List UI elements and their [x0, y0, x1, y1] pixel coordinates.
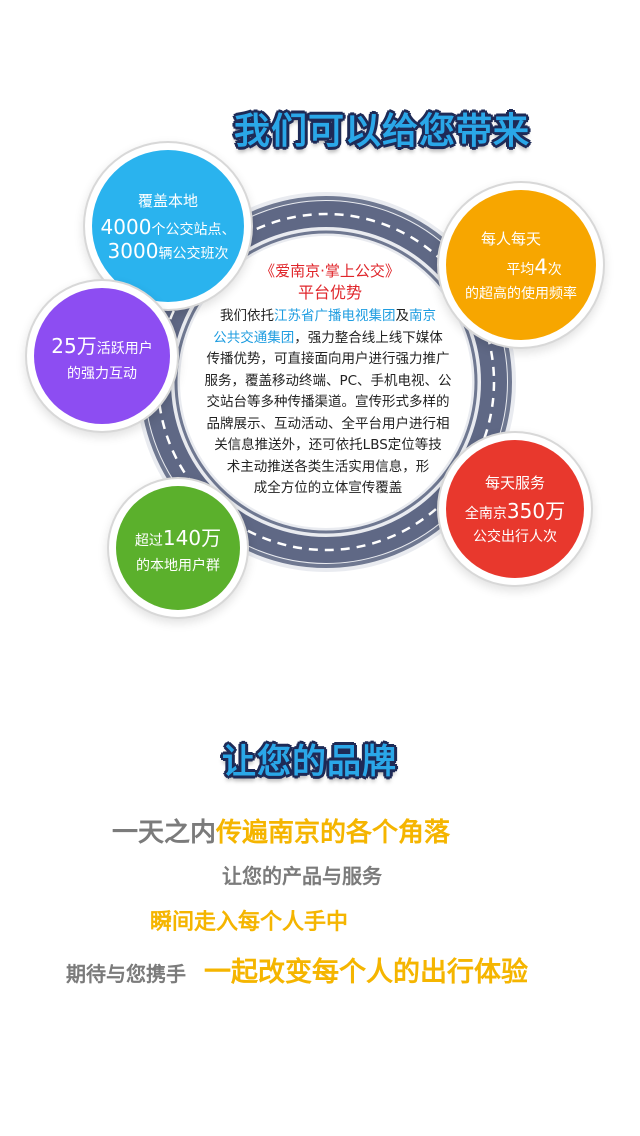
bubble-frequency-line2: 平均4次 [506, 254, 562, 279]
slogan-line1-gray: 一天之内 [112, 818, 217, 848]
bubble-active-line2: 的强力互动 [67, 365, 137, 382]
section-title-benefits: 我们可以给您带来 [234, 111, 531, 152]
slogan-line3: 瞬间走入每个人手中 [150, 910, 349, 935]
section-title-brand: 让您的品牌 [222, 742, 397, 782]
bubble-daily-line1: 每天服务 [484, 474, 545, 492]
ring-inner-stroke [174, 230, 478, 534]
center-body-line3: 传播优势，可直接面向用户进行强力推广 [206, 351, 450, 367]
bubble-local-line2: 的本地用户群 [136, 557, 220, 574]
bubble-frequency: 每人每天 平均4次 的超高的使用频率 [446, 190, 596, 340]
bubble-coverage-line3: 3000辆公交班次 [107, 238, 229, 263]
bubble-frequency-line1: 每人每天 [480, 229, 541, 248]
bubble-daily-line2: 全南京350万 [464, 499, 566, 523]
bubble-daily-service: 每天服务 全南京350万 公交出行人次 [446, 440, 584, 578]
slogan-line1-orange: 传遍南京的各个角落 [216, 818, 451, 848]
bubble-active-users: 25万活跃用户 的强力互动 [34, 288, 170, 424]
bubble-coverage-line2: 4000个公交站点、 [100, 214, 236, 239]
center-heading-line1: 《爱南京·掌上公交》 [260, 262, 400, 280]
center-body-line4: 服务，覆盖移动终端、PC、手机电视、公 [204, 372, 452, 389]
ring-inner-fill [180, 236, 472, 528]
ring-dash [156, 212, 496, 552]
center-body-line1: 我们依托江苏省广播电视集团及南京 [220, 308, 436, 324]
bubble-local-users: 超过140万 的本地用户群 [116, 486, 240, 610]
center-body-line8: 术主动推送各类生活实用信息，形 [226, 458, 430, 475]
center-heading: 《爱南京·掌上公交》 平台优势 [200, 260, 460, 304]
center-body: 我们依托江苏省广播电视集团及南京 公共交通集团，强力整合线上线下媒体 传播优势，… [178, 306, 478, 500]
slogan-line4: 期待与您携手 一起改变每个人的出行体验 [66, 950, 528, 989]
bubble-daily-line3: 公交出行人次 [473, 529, 557, 545]
slogan-line4-orange: 一起改变每个人的出行体验 [204, 957, 528, 988]
bubble-frequency-line3: 的超高的使用频率 [465, 285, 577, 302]
bubble-active-line1: 25万活跃用户 [51, 333, 153, 358]
center-body-line7: 关信息推送外，还可依托LBS定位等技 [214, 437, 442, 453]
bubble-coverage-line1: 覆盖本地 [137, 191, 198, 210]
bubble-coverage: 覆盖本地 4000个公交站点、 3000辆公交班次 [92, 150, 244, 302]
center-body-line6: 品牌展示、互动活动、全平台用户进行相 [206, 415, 450, 432]
slogan-line2: 让您的产品与服务 [222, 864, 382, 888]
center-heading-line2: 平台优势 [297, 283, 362, 302]
center-body-line2: 公共交通集团，强力整合线上线下媒体 [213, 329, 443, 346]
slogan-line4-gray: 期待与您携手 [66, 962, 186, 986]
bubble-local-line1: 超过140万 [134, 525, 222, 550]
center-body-line5: 交站台等多种传播渠道。宣传形式多样的 [206, 394, 450, 410]
slogan-line1: 一天之内传遍南京的各个角落 [112, 812, 450, 849]
center-body-line9: 成全方位的立体宣传覆盖 [253, 480, 403, 496]
